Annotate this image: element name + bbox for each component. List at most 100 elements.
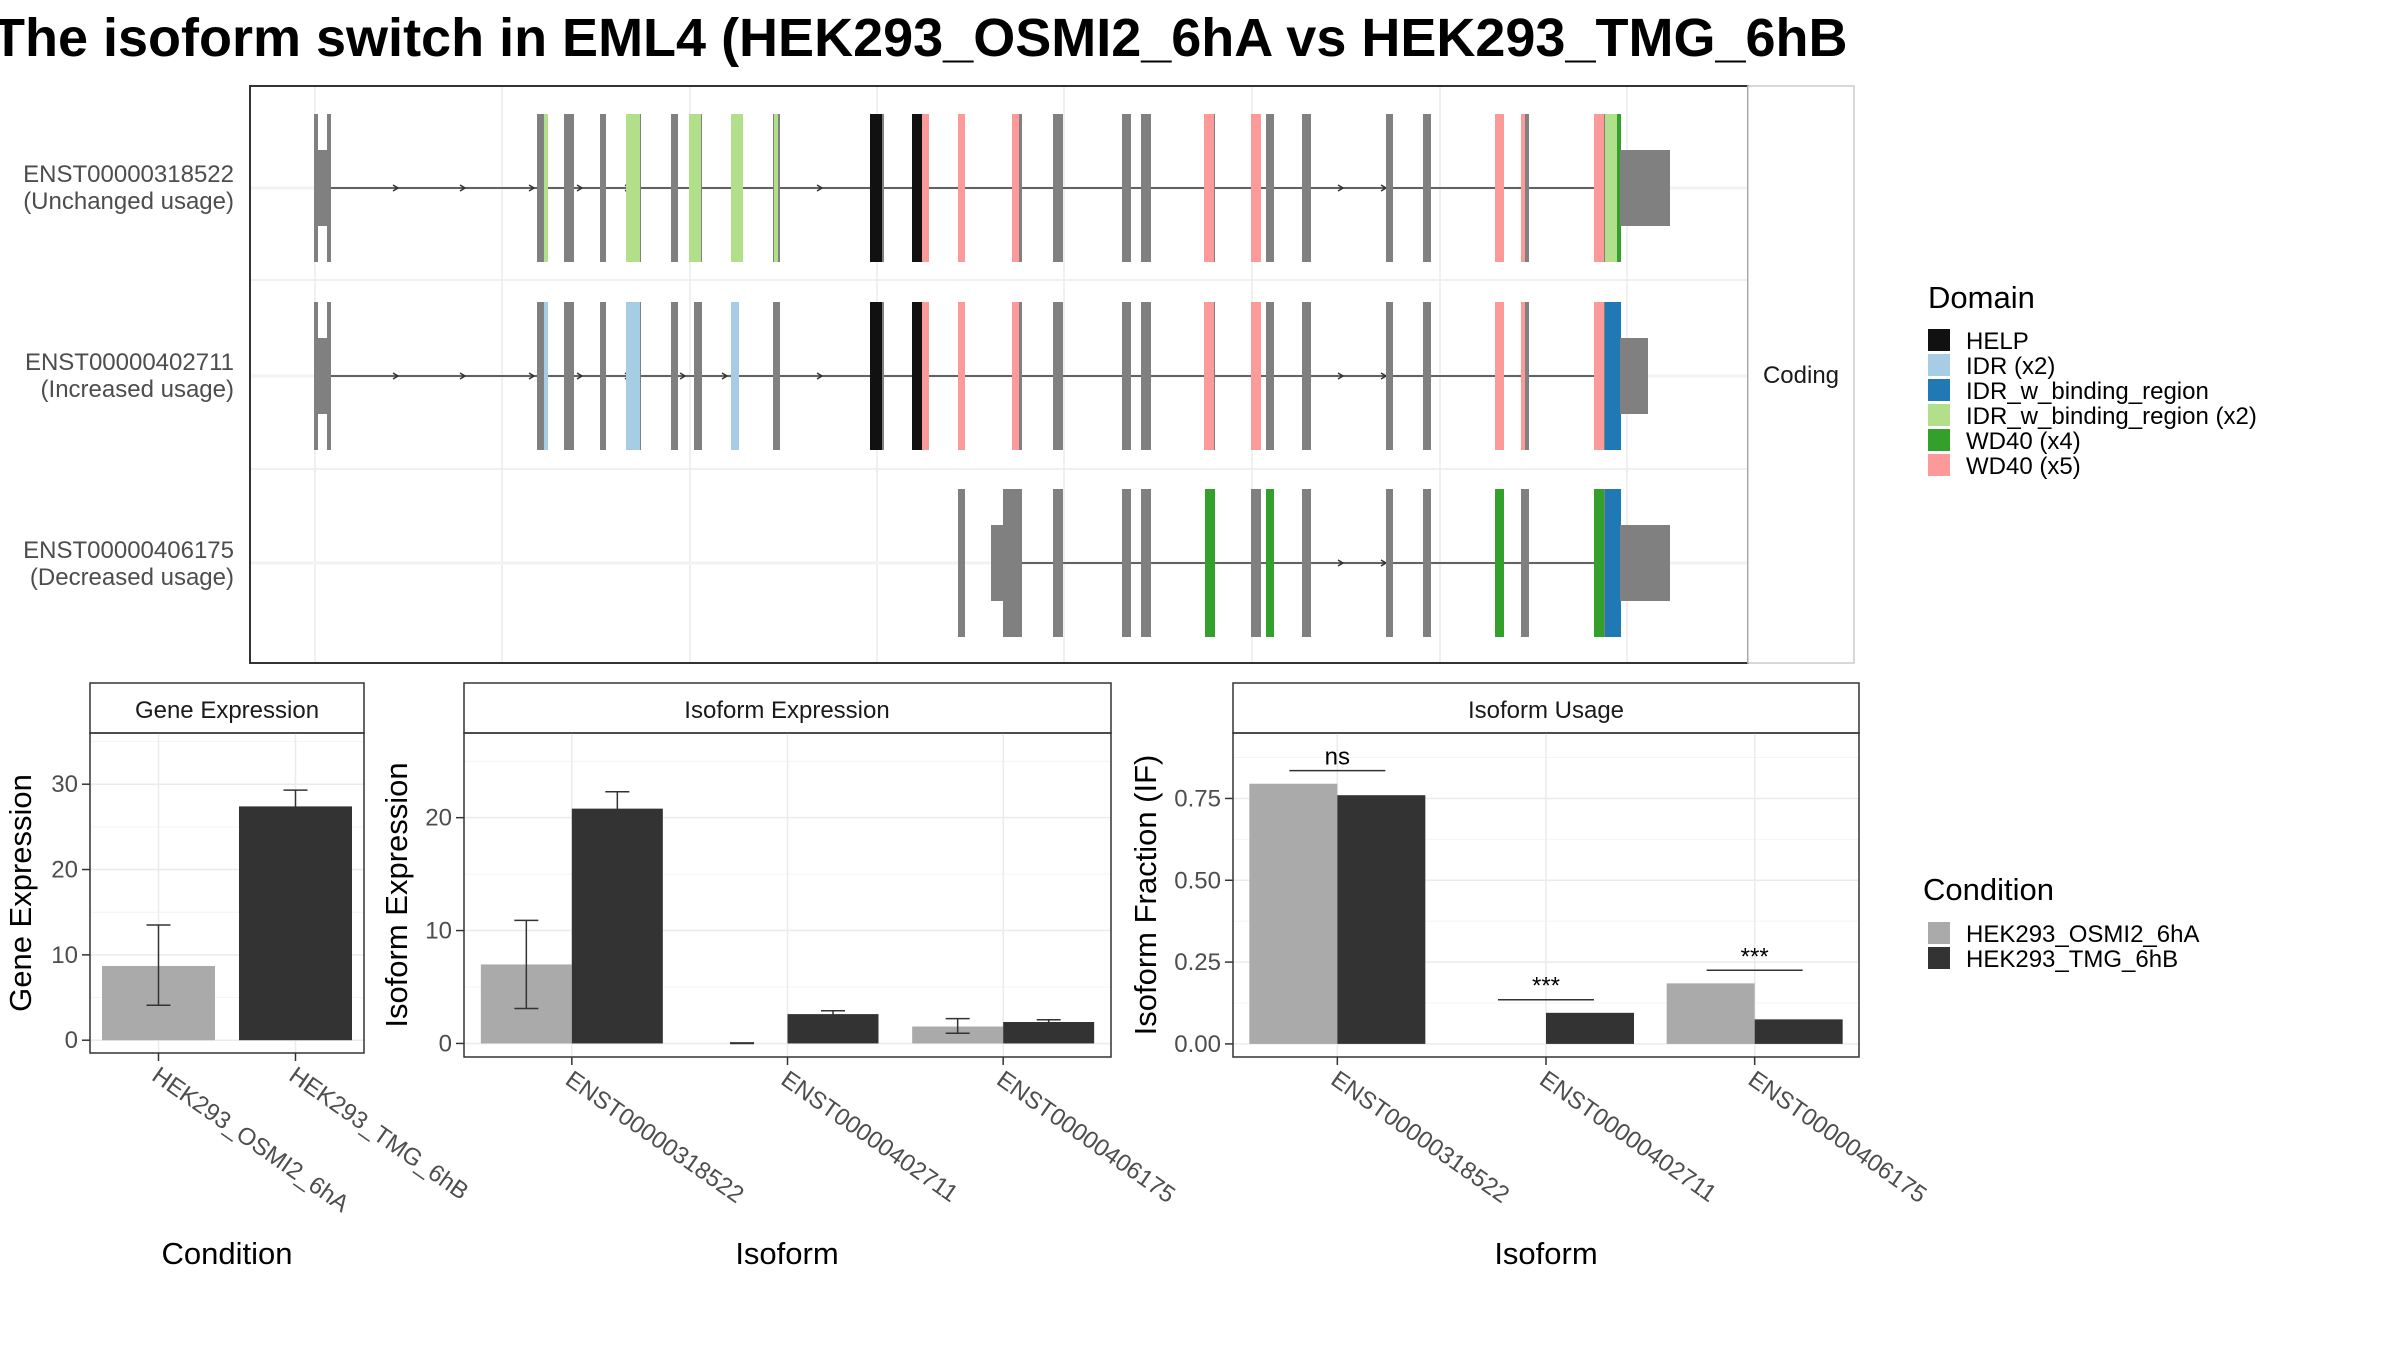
domain-legend-swatch-idr-binding-x2	[1928, 404, 1950, 426]
exon	[1521, 489, 1529, 637]
domain-segment	[1204, 114, 1214, 262]
gene-expression-bar	[239, 806, 352, 1041]
domain-segment	[922, 114, 929, 262]
x-tick-label: ENST00000406175	[992, 1066, 1180, 1209]
intron-arrow	[576, 184, 584, 192]
isoform-expression-bar	[571, 808, 663, 1044]
isoform-usage-panel: Isoform Usage ns****** 0.000.250.500.75 …	[1128, 682, 1931, 1271]
isoform-label-2-usage: (Increased usage)	[41, 376, 234, 403]
domain-segment	[922, 302, 929, 450]
condition-legend-title: Condition	[1923, 872, 2054, 907]
isoform-expression-x-ticks: ENST00000318522 ENST00000402711 ENST000004…	[560, 1057, 1180, 1209]
gene-expression-strip	[89, 682, 365, 734]
domain-legend-label-wd40-x4: WD40 (x4)	[1966, 428, 2081, 455]
exon	[773, 302, 780, 450]
domain-segment	[958, 114, 965, 262]
exon	[600, 114, 606, 262]
exon	[958, 489, 965, 637]
domain-segment	[1605, 489, 1621, 637]
domain-segment	[1617, 114, 1621, 262]
gene-expression-y-axis-label: Gene Expression	[3, 774, 38, 1012]
exon	[1053, 114, 1063, 262]
utr-5prime	[991, 525, 1005, 601]
domain-legend: Domain HELP IDR (x2) IDR_w_binding_regio…	[1928, 280, 2257, 480]
significance-label: ***	[1532, 973, 1560, 1000]
x-tick-label: ENST00000406175	[1743, 1066, 1931, 1209]
exon	[564, 302, 574, 450]
isoform-usage-x-ticks: ENST00000318522 ENST00000402711 ENST000004…	[1326, 1057, 1931, 1209]
domain-segment	[1495, 114, 1504, 262]
domain-legend-label-help: HELP	[1966, 328, 2029, 355]
isoform-usage-y-axis-label: Isoform Fraction (IF)	[1128, 755, 1163, 1036]
intron-arrow	[392, 372, 400, 380]
y-tick-label: 0.00	[1174, 1031, 1221, 1058]
domain-legend-title: Domain	[1928, 280, 2035, 315]
domain-segment	[1521, 114, 1525, 262]
y-tick-label: 10	[425, 918, 452, 945]
domain-segment	[1521, 302, 1525, 450]
exon	[564, 114, 574, 262]
exon	[1423, 489, 1431, 637]
y-tick-label: 0.25	[1174, 949, 1221, 976]
exon	[1266, 114, 1274, 262]
domain-legend-swatch-help	[1928, 329, 1950, 351]
exon	[314, 114, 318, 262]
isoform-expression-y-ticks: 0 10 20	[425, 805, 464, 1057]
exon	[1386, 489, 1393, 637]
domain-legend-label-wd40-x5: WD40 (x5)	[1966, 453, 2081, 480]
exon	[537, 302, 547, 450]
intron-arrow	[459, 372, 467, 380]
domain-segment	[1495, 489, 1504, 637]
isoform-usage-bar	[1666, 983, 1755, 1044]
domain-legend-swatch-wd40-x5	[1928, 454, 1950, 476]
exon	[1141, 114, 1151, 262]
significance-label: ***	[1741, 943, 1769, 970]
domain-segment	[633, 302, 638, 450]
exon	[1003, 489, 1020, 637]
exon	[537, 114, 547, 262]
exon	[1251, 489, 1261, 637]
exon	[1122, 302, 1131, 450]
gene-expression-strip-title: Gene Expression	[135, 697, 319, 724]
exon	[1266, 302, 1274, 450]
y-tick-label: 10	[51, 942, 78, 969]
exon	[694, 302, 702, 450]
gene-expression-y-ticks: 0 10 20 30	[51, 771, 90, 1054]
domain-segment	[1495, 302, 1504, 450]
domain-segment	[544, 302, 548, 450]
domain-segment	[870, 114, 882, 262]
facet-strip	[1747, 85, 1855, 664]
condition-legend: Condition HEK293_OSMI2_6hA HEK293_TMG_6h…	[1923, 872, 2199, 973]
exon	[1053, 302, 1063, 450]
exon	[1141, 489, 1151, 637]
domain-legend-label-idr: IDR (x2)	[1966, 353, 2055, 380]
domain-legend-label-idr-binding: IDR_w_binding_region	[1966, 378, 2209, 405]
exon	[314, 302, 318, 450]
isoform-usage-strip-title: Isoform Usage	[1468, 697, 1624, 724]
facet-strip-label: Coding	[1763, 362, 1839, 389]
domain-legend-swatch-wd40-x4	[1928, 429, 1950, 451]
exon	[1122, 114, 1131, 262]
x-tick-label: ENST00000402711	[1535, 1066, 1722, 1208]
exon	[1141, 302, 1151, 450]
isoform-expression-bar	[787, 1014, 879, 1044]
domain-segment	[544, 114, 548, 262]
intron-arrow	[721, 372, 729, 380]
domain-segment	[1266, 489, 1274, 637]
isoform-expression-strip-title: Isoform Expression	[684, 697, 889, 724]
domain-segment	[1594, 114, 1604, 262]
domain-segment	[1594, 302, 1604, 450]
domain-segment	[731, 114, 743, 262]
structure-exons	[314, 114, 1670, 637]
intron-arrow	[1337, 372, 1345, 380]
exon	[1302, 302, 1311, 450]
exon	[1423, 302, 1431, 450]
gene-expression-bars	[102, 789, 352, 1041]
intron-arrow	[816, 372, 824, 380]
isoform-expression-strip	[463, 682, 1112, 734]
intron-arrow	[528, 184, 536, 192]
isoform-usage-bar	[1337, 795, 1426, 1044]
domain-segment	[1251, 302, 1261, 450]
exon	[600, 302, 606, 450]
